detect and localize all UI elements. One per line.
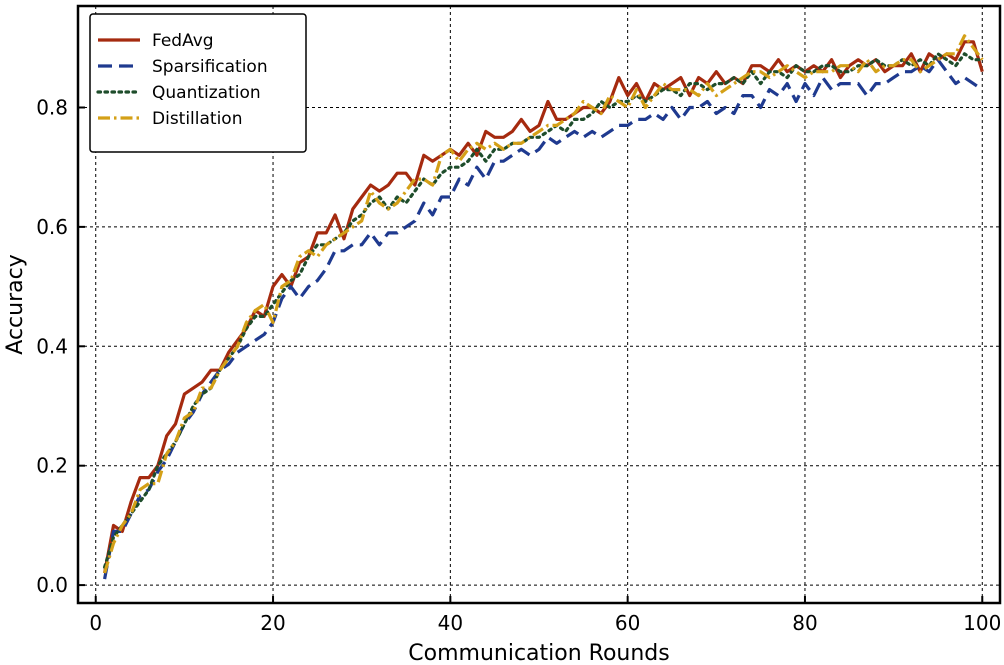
- x-axis-title: Communication Rounds: [408, 641, 669, 665]
- y-tick-label: 0.4: [36, 334, 68, 358]
- x-tick-label: 40: [438, 611, 463, 635]
- y-tick-label: 0.2: [36, 454, 68, 478]
- y-axis-title: Accuracy: [3, 254, 28, 354]
- plot-area-frame: [76, 4, 1002, 605]
- legend-label-quantization: Quantization: [152, 83, 261, 103]
- legend-label-sparsification: Sparsification: [152, 57, 268, 77]
- series-line-sparsification: [103, 58, 984, 580]
- x-tick-label: 60: [615, 611, 640, 635]
- x-tick-label: 0: [89, 611, 102, 635]
- series-line-distillation: [103, 34, 984, 574]
- legend-label-fedavg: FedAvg: [152, 31, 214, 51]
- legend-label-distillation: Distillation: [152, 109, 243, 129]
- x-tick-label: 100: [963, 611, 1001, 635]
- series-line-quantization: [102, 52, 984, 569]
- legend: FedAvg Sparsification Quantization Distilla…: [89, 13, 307, 153]
- series-lines: [102, 34, 984, 580]
- y-tick-label: 0.8: [36, 95, 68, 119]
- y-tick-label: 0.0: [36, 573, 68, 597]
- grid: [78, 6, 1000, 603]
- legend-box: [89, 13, 307, 153]
- y-tick-label: 0.6: [36, 215, 68, 239]
- x-tick-label: 20: [260, 611, 285, 635]
- x-tick-label: 80: [792, 611, 817, 635]
- axis-ticks: 0 20 40 60 80 100 0.0 0.2 0.4 0.6 0.8: [36, 95, 1001, 635]
